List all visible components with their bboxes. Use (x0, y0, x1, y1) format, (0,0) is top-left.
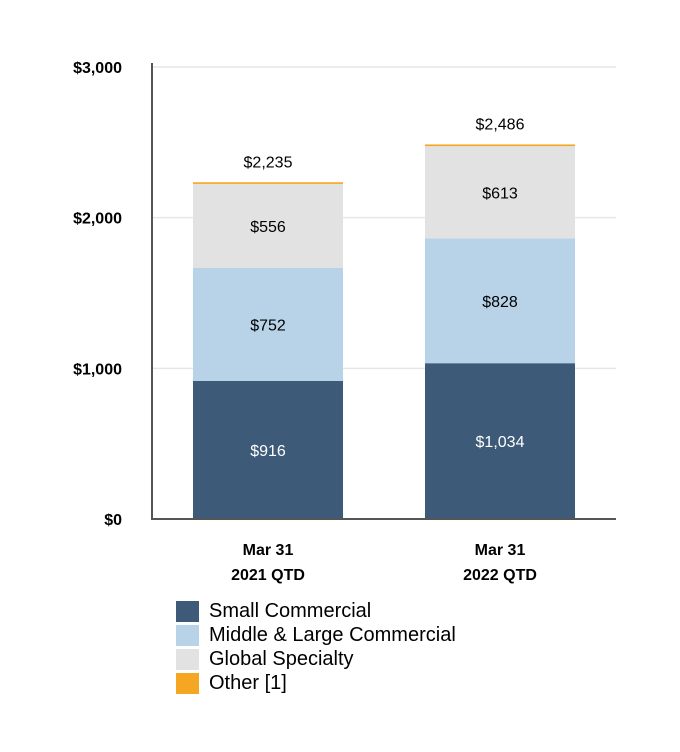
data-label: $916 (250, 443, 286, 460)
legend-item: Global Specialty (176, 647, 456, 671)
y-tick-label: $3,000 (73, 60, 122, 77)
legend-item: Other [1] (176, 671, 456, 695)
legend-item: Small Commercial (176, 599, 456, 623)
bar-segment (193, 380, 343, 519)
x-tick-label: Mar 31 (243, 542, 294, 559)
data-label: $1,034 (476, 434, 525, 451)
bar-segment (425, 144, 575, 147)
data-label: $752 (250, 317, 286, 334)
y-tick-label: $2,000 (73, 211, 122, 228)
bar-segment (193, 182, 343, 184)
bars (193, 144, 575, 519)
legend-swatch (176, 624, 199, 646)
x-tick-label: 2021 QTD (231, 567, 305, 584)
bar-segment (425, 238, 575, 364)
y-tick-label: $0 (104, 512, 122, 529)
legend-label: Global Specialty (209, 647, 354, 670)
bar-segment (193, 183, 343, 268)
y-tick-label: $1,000 (73, 361, 122, 378)
legend-label: Middle & Large Commercial (209, 623, 456, 646)
x-tick-label: 2022 QTD (463, 567, 537, 584)
data-label: $828 (482, 294, 518, 311)
data-labels: $916 $752 $556 $2,235 $1,034 $828 $613 $2,486 (244, 116, 525, 460)
legend-item: Middle & Large Commercial (176, 623, 456, 647)
total-label: $2,235 (244, 154, 293, 171)
data-label: $556 (250, 219, 286, 236)
bar-segment (425, 363, 575, 519)
chart-legend: Small Commercial Middle & Large Commercia… (176, 599, 456, 695)
legend-label: Other [1] (209, 671, 287, 694)
legend-swatch (176, 648, 199, 670)
bar-segment (425, 146, 575, 239)
data-label: $613 (482, 185, 518, 202)
axes: $0 $1,000 $2,000 $3,000 Mar 31 2021 QTD Mar 31… (73, 60, 616, 584)
bar-segment (193, 267, 343, 381)
stacked-bar-chart: $0 $1,000 $2,000 $3,000 Mar 31 2021 QTD Mar 31… (73, 60, 616, 584)
legend-swatch (176, 672, 199, 694)
total-label: $2,486 (476, 116, 525, 133)
legend-swatch (176, 600, 199, 622)
legend-label: Small Commercial (209, 599, 372, 622)
x-tick-label: Mar 31 (475, 542, 526, 559)
